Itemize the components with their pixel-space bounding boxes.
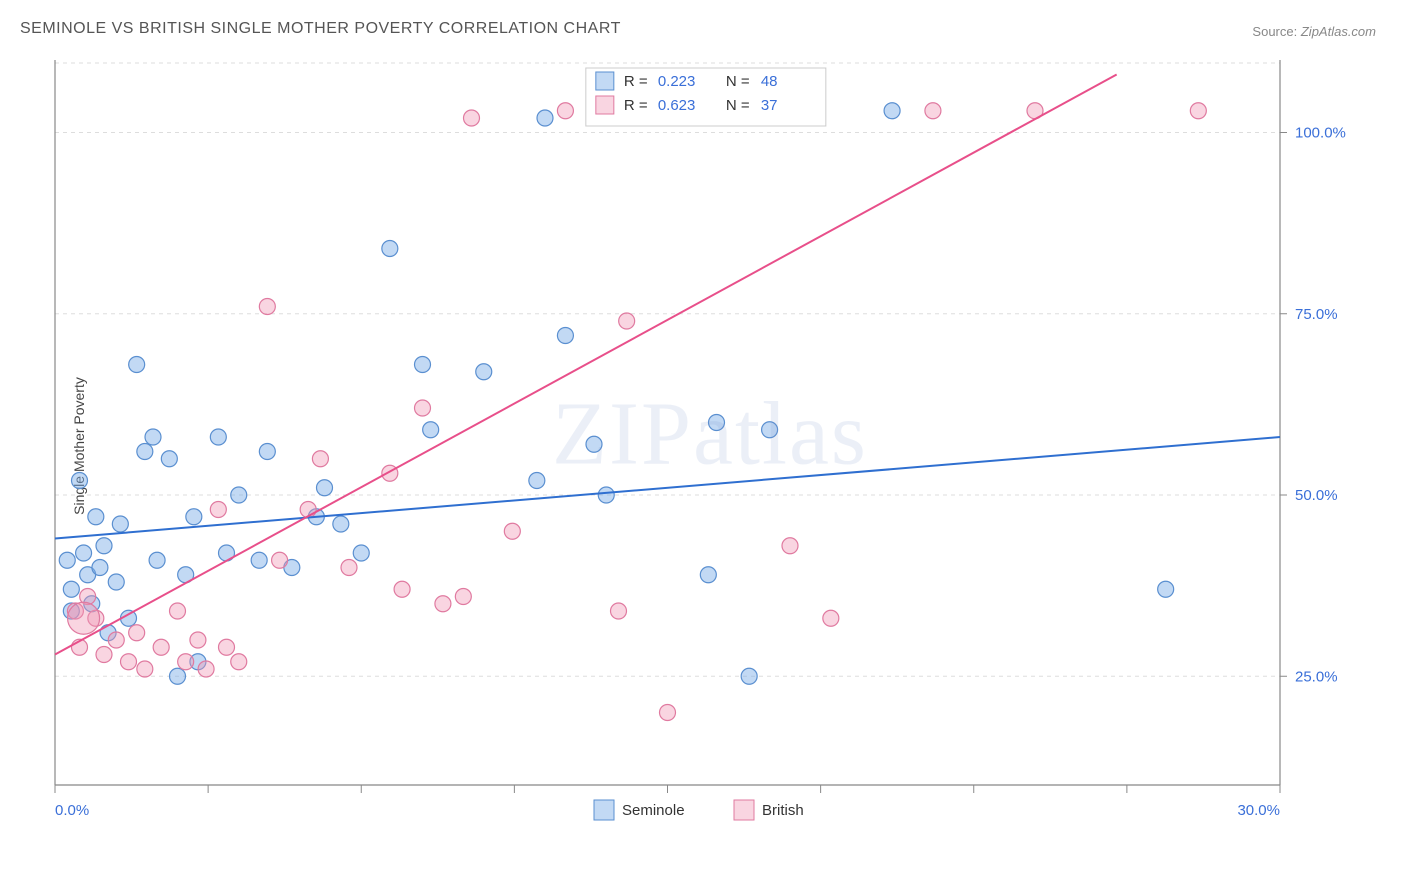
source-label: Source: [1252, 24, 1297, 39]
svg-text:30.0%: 30.0% [1237, 802, 1280, 819]
svg-text:37: 37 [761, 97, 778, 114]
svg-text:0.623: 0.623 [658, 97, 696, 114]
svg-text:50.0%: 50.0% [1295, 487, 1338, 504]
svg-text:Seminole: Seminole [622, 802, 685, 819]
svg-text:R =: R = [624, 73, 648, 90]
svg-text:48: 48 [761, 73, 778, 90]
svg-text:100.0%: 100.0% [1295, 125, 1346, 142]
chart-title: SEMINOLE VS BRITISH SINGLE MOTHER POVERT… [20, 20, 621, 38]
svg-text:0.0%: 0.0% [55, 802, 89, 819]
svg-text:British: British [762, 802, 804, 819]
svg-text:N =: N = [726, 97, 750, 114]
source-attribution: Source: ZipAtlas.com [1252, 24, 1376, 39]
svg-text:75.0%: 75.0% [1295, 306, 1338, 323]
plot-area: 0.0% 30.0% 25.0% 50.0% 75.0% 100.0% R = 0.223 N … [50, 55, 1370, 845]
svg-text:R =: R = [624, 97, 648, 114]
svg-text:N =: N = [726, 73, 750, 90]
chart-container: SEMINOLE VS BRITISH SINGLE MOTHER POVERT… [0, 0, 1406, 892]
source-value: ZipAtlas.com [1301, 24, 1376, 39]
chart-svg: 0.0% 30.0% 25.0% 50.0% 75.0% 100.0% R = 0.223 N … [50, 55, 1370, 845]
svg-text:25.0%: 25.0% [1295, 668, 1338, 685]
svg-text:0.223: 0.223 [658, 73, 696, 90]
